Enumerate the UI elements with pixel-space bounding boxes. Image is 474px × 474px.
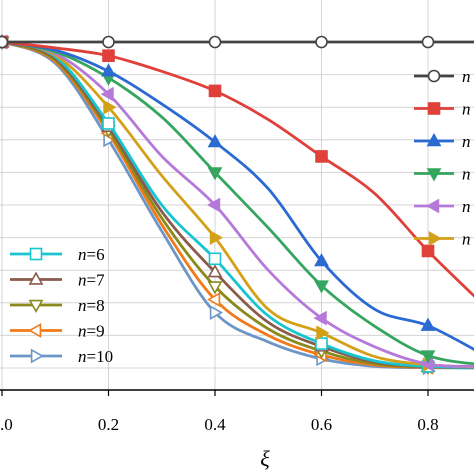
data-point-7-2: [207, 264, 223, 278]
legend-left-marker-2: [28, 299, 44, 313]
legend-right-label-0: n: [462, 67, 471, 86]
legend-left: n=6n=7n=8n=9n=10: [10, 245, 113, 366]
data-point-3-2: [207, 167, 223, 181]
data-point-4-2: [207, 197, 221, 213]
x-tick-label-1: 0.2: [98, 415, 119, 434]
legend-right-label-3: n: [462, 165, 471, 184]
series-line-5: [1, 40, 474, 369]
data-point-4-1: [100, 86, 114, 102]
legend-left-value-2: =8: [87, 296, 105, 315]
legend-left-label-4: n=10: [78, 347, 113, 366]
data-point-5-2: [209, 230, 223, 246]
legend-left-var-0: n: [78, 245, 87, 264]
x-tick-label-3: 0.6: [311, 415, 332, 434]
legend-right-marker-2: [426, 133, 442, 147]
data-point-4-3: [313, 310, 327, 326]
x-tick-label-4: 0.8: [417, 415, 438, 434]
data-point-6-2: [208, 252, 222, 266]
data-point-5-3: [316, 325, 330, 341]
data-point-0-2: [208, 35, 222, 49]
data-point-2-1: [101, 63, 116, 77]
legend-right-label-4: n: [462, 197, 471, 216]
series-1: [0, 35, 474, 298]
legend-left-label-3: n=9: [78, 322, 105, 341]
legend-left-value-4: =10: [87, 347, 114, 366]
data-point-8-2: [207, 281, 223, 295]
legend-left-value-0: =6: [87, 245, 105, 264]
data-point-1-4: [421, 244, 435, 258]
legend-left-value-3: =9: [87, 322, 105, 341]
data-point-1-1: [102, 49, 115, 62]
legend-left-marker-3: [28, 323, 42, 338]
data-point-3-3: [314, 280, 329, 294]
legend-left-var-2: n: [78, 296, 87, 315]
x-tick-label-0: .0: [0, 415, 13, 434]
data-point-0-3: [315, 35, 328, 49]
legend-right-marker-0: [427, 69, 441, 83]
legend-right-label-1: n: [462, 100, 471, 119]
x-axis-title: ξ: [260, 446, 270, 471]
legend-left-marker-1: [28, 271, 44, 285]
legend-left-marker-4: [30, 348, 44, 364]
data-point-2-2: [207, 134, 223, 148]
x-ticks: .0 0.2 0.4 0.6 0.8: [0, 390, 439, 434]
series-line-3: [1, 40, 474, 366]
legend-left-label-1: n=7: [78, 271, 105, 290]
legend-right-label-2: n: [462, 132, 471, 151]
legend-right-label-5: n: [462, 230, 471, 249]
legend-left-var-3: n: [78, 322, 87, 341]
legend-left-marker-0: [29, 247, 43, 261]
data-point-5-1: [103, 99, 117, 115]
data-point-0-0: [0, 35, 9, 49]
series-line-1: [1, 40, 474, 298]
data-point-6-3: [315, 337, 328, 350]
data-point-9-2: [207, 292, 221, 307]
legend-left-label-2: n=8: [78, 296, 105, 315]
legend-right-marker-5: [428, 231, 442, 246]
data-point-0-4: [421, 35, 435, 49]
legend-right-marker-3: [426, 168, 442, 182]
series-layer: [0, 34, 474, 376]
data-point-2-3: [314, 253, 329, 267]
data-point-1-3: [315, 150, 328, 163]
legend-left-label-0: n=6: [78, 245, 105, 264]
series-line-2: [1, 40, 474, 351]
series-line-4: [1, 40, 474, 368]
data-point-1-2: [208, 84, 222, 98]
data-point-2-4: [420, 317, 436, 331]
data-point-6-1: [102, 117, 115, 130]
legend-right-marker-1: [427, 102, 441, 115]
data-point-0-1: [102, 35, 115, 49]
legend-left-value-1: =7: [87, 271, 106, 290]
series-line-6: [1, 40, 474, 369]
data-point-3-4: [420, 350, 436, 364]
legend-left-var-1: n: [78, 271, 87, 290]
data-point-10-2: [209, 305, 223, 320]
series-0: [0, 35, 474, 49]
legend-left-var-4: n: [78, 347, 87, 366]
x-tick-label-2: 0.4: [204, 415, 226, 434]
legend-right-marker-4: [426, 198, 440, 214]
